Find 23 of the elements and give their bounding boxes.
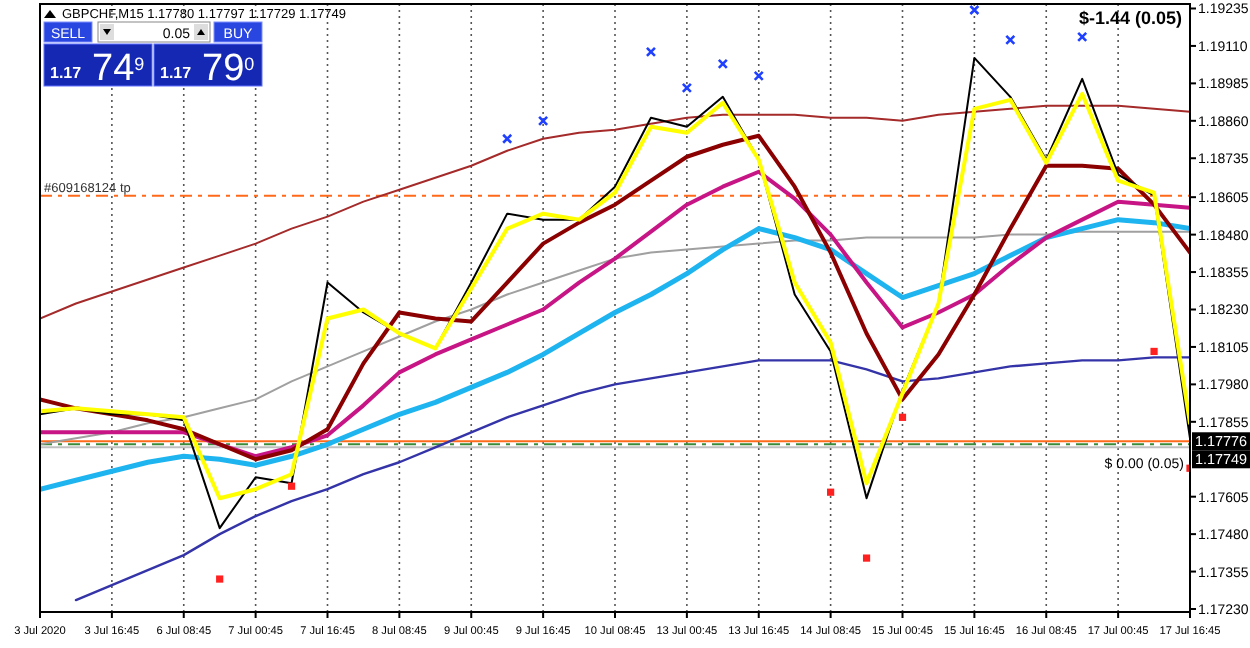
annotation: 79$^{0}$ bbox=[202, 48, 255, 90]
point bbox=[501, 133, 513, 145]
point bbox=[969, 4, 980, 16]
point bbox=[827, 488, 835, 496]
point bbox=[1076, 31, 1088, 43]
line-series bbox=[40, 230, 1190, 446]
annotation: 1.17 bbox=[50, 64, 83, 82]
point bbox=[862, 554, 871, 562]
point bbox=[537, 115, 549, 127]
annotation: 1.17 bbox=[160, 64, 193, 82]
line-series bbox=[40, 217, 1190, 492]
point bbox=[1150, 347, 1158, 356]
point bbox=[753, 70, 765, 82]
point bbox=[287, 482, 296, 490]
line-series bbox=[40, 104, 1190, 320]
point bbox=[717, 58, 729, 70]
annotation: 74$^{9}$ bbox=[92, 48, 145, 90]
annotation: $-1.44 (0.05) bbox=[1078, 8, 1182, 28]
point bbox=[1005, 34, 1016, 46]
point bbox=[681, 82, 693, 94]
point bbox=[898, 413, 907, 421]
point bbox=[216, 575, 224, 583]
point bbox=[645, 46, 657, 58]
